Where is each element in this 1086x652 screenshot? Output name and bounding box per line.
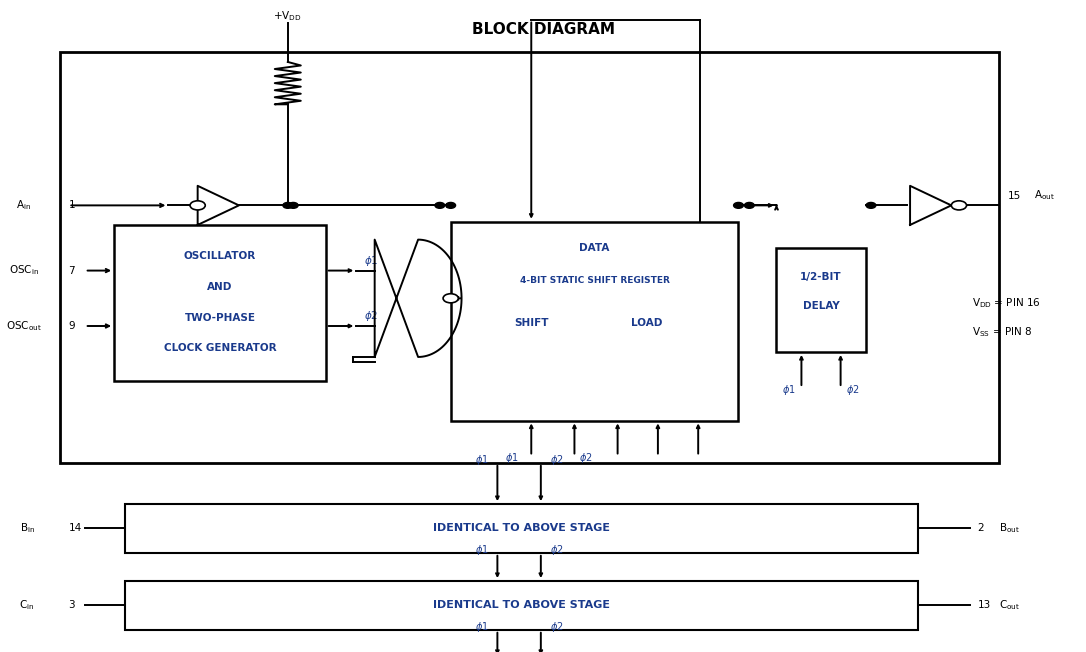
Text: A$_{\rm in}$: A$_{\rm in}$ <box>16 198 31 213</box>
Text: C$_{\rm in}$: C$_{\rm in}$ <box>20 599 35 612</box>
Text: BLOCK DIAGRAM: BLOCK DIAGRAM <box>471 22 615 37</box>
Text: IDENTICAL TO ABOVE STAGE: IDENTICAL TO ABOVE STAGE <box>433 524 609 533</box>
Text: LOAD: LOAD <box>631 318 662 328</box>
Text: SHIFT: SHIFT <box>514 318 548 328</box>
Text: $\phi$2: $\phi$2 <box>550 452 564 467</box>
Circle shape <box>443 293 458 303</box>
Circle shape <box>446 202 456 208</box>
Text: B$_{\rm in}$: B$_{\rm in}$ <box>20 522 35 535</box>
Bar <box>451 222 738 421</box>
Bar <box>114 225 326 381</box>
Text: 15: 15 <box>1008 190 1021 201</box>
Text: $\phi$2: $\phi$2 <box>364 309 378 323</box>
Text: V$_{\rm DD}$ = PIN 16: V$_{\rm DD}$ = PIN 16 <box>972 296 1040 310</box>
Text: AND: AND <box>207 282 232 292</box>
Circle shape <box>434 202 445 208</box>
Text: $\phi$1: $\phi$1 <box>475 542 489 557</box>
Text: 1: 1 <box>68 200 75 211</box>
Circle shape <box>867 202 875 208</box>
Bar <box>60 52 999 463</box>
Circle shape <box>190 201 205 210</box>
Bar <box>125 504 918 553</box>
Text: $\phi$2: $\phi$2 <box>550 542 564 557</box>
Text: OSC$_{\rm out}$: OSC$_{\rm out}$ <box>7 319 41 333</box>
Text: IDENTICAL TO ABOVE STAGE: IDENTICAL TO ABOVE STAGE <box>433 600 609 610</box>
Text: $\phi$2: $\phi$2 <box>579 451 593 466</box>
Text: OSCILLATOR: OSCILLATOR <box>184 251 256 261</box>
Circle shape <box>951 201 967 210</box>
Text: $\phi$1: $\phi$1 <box>475 452 489 467</box>
Circle shape <box>745 202 754 208</box>
Bar <box>125 581 918 630</box>
Text: 2: 2 <box>977 524 984 533</box>
Text: 9: 9 <box>68 321 75 331</box>
Bar <box>776 248 866 352</box>
Text: 3: 3 <box>68 600 75 610</box>
Text: $\phi$1: $\phi$1 <box>782 383 796 397</box>
Circle shape <box>289 202 298 208</box>
Text: 7: 7 <box>68 265 75 276</box>
Text: $\phi$1: $\phi$1 <box>364 254 378 268</box>
Text: TWO-PHASE: TWO-PHASE <box>185 312 255 323</box>
Text: $\phi$1: $\phi$1 <box>505 451 518 466</box>
Text: A$_{\rm out}$: A$_{\rm out}$ <box>1034 188 1055 203</box>
Polygon shape <box>375 240 462 357</box>
Text: C$_{\rm out}$: C$_{\rm out}$ <box>999 599 1020 612</box>
Text: DELAY: DELAY <box>803 301 839 312</box>
Text: 1/2-BIT: 1/2-BIT <box>800 272 842 282</box>
Text: 4-BIT STATIC SHIFT REGISTER: 4-BIT STATIC SHIFT REGISTER <box>519 276 670 285</box>
Text: 14: 14 <box>68 524 81 533</box>
Text: CLOCK GENERATOR: CLOCK GENERATOR <box>164 342 276 353</box>
Text: 13: 13 <box>977 600 990 610</box>
Text: V$_{\rm SS}$ = PIN 8: V$_{\rm SS}$ = PIN 8 <box>972 325 1032 340</box>
Circle shape <box>734 202 743 208</box>
Text: $\phi$1: $\phi$1 <box>475 619 489 634</box>
Polygon shape <box>910 186 951 225</box>
Text: B$_{\rm out}$: B$_{\rm out}$ <box>999 522 1020 535</box>
Text: +V$_{\rm DD}$: +V$_{\rm DD}$ <box>274 9 302 23</box>
Text: OSC$_{\rm in}$: OSC$_{\rm in}$ <box>9 263 39 278</box>
Text: DATA: DATA <box>580 243 609 253</box>
Text: $\phi$2: $\phi$2 <box>550 619 564 634</box>
Text: $\phi$2: $\phi$2 <box>846 383 860 397</box>
Polygon shape <box>198 186 239 225</box>
Circle shape <box>282 202 293 208</box>
